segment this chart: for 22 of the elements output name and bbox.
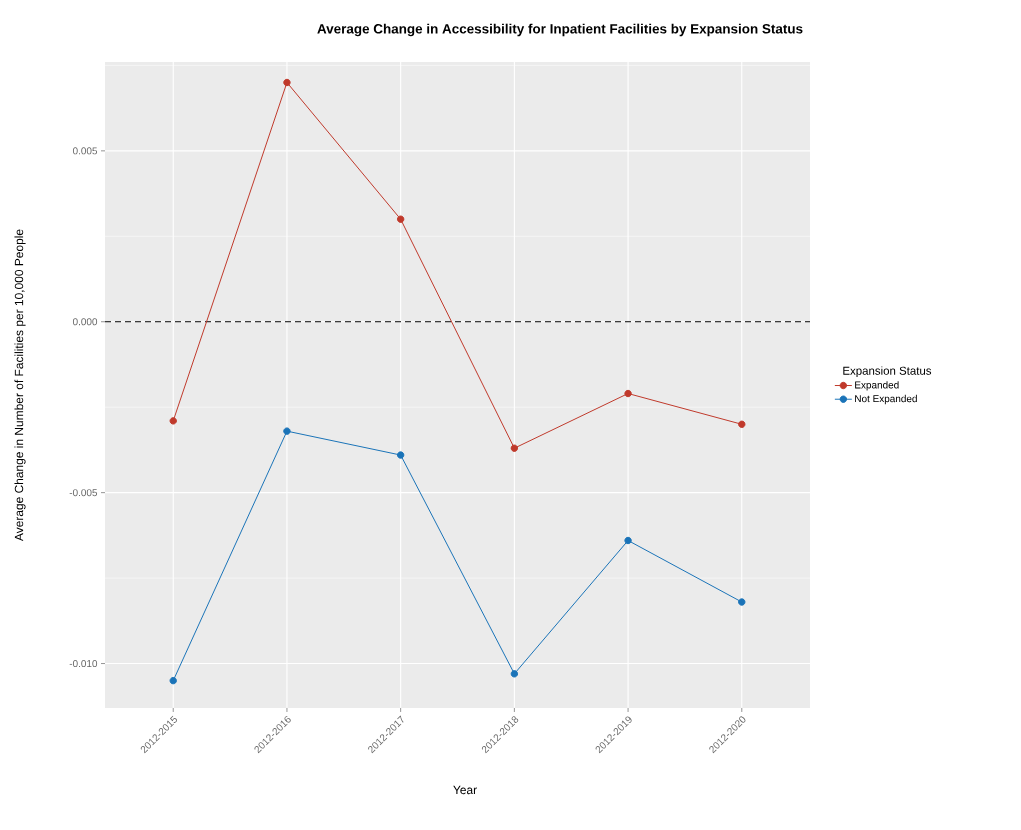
point [283,427,291,435]
legend-label: Expanded [855,381,899,391]
point [624,536,632,545]
y-axis-title: Average Change in Number of Facilities per 10,000 People [14,229,26,542]
y-tick-label: -0.005 [69,489,98,497]
point [396,451,405,459]
chart-title: Average Change in Accessibility for Inpatient Facilities by Expansion Status [317,23,803,37]
x-axis-title: Year [453,785,477,795]
point [738,420,746,428]
point [283,78,291,87]
point [396,215,405,223]
point [169,676,177,685]
y-tick-label: 0.005 [72,147,98,155]
y-tick-label: 0.000 [72,318,98,326]
legend-label: Not Expanded [855,394,917,405]
point [510,670,519,678]
point [169,417,177,425]
y-tick-label: -0.010 [69,660,98,668]
legend-title: Expansion Status [843,366,932,378]
point [624,389,632,398]
point [738,598,746,606]
point [510,444,519,452]
